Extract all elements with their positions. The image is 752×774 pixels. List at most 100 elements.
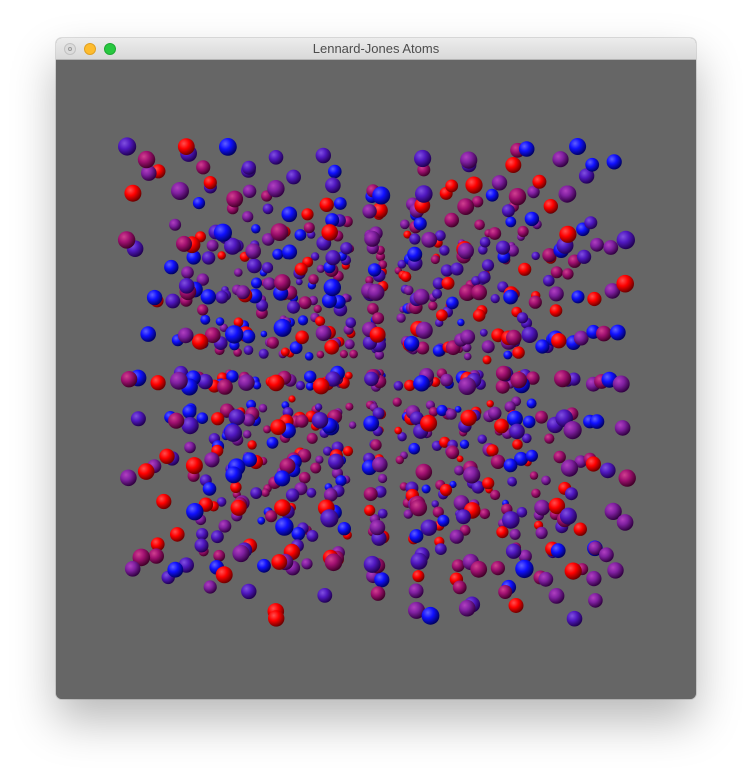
atom-sphere [434, 230, 446, 242]
close-button[interactable] [64, 43, 76, 55]
atom-sphere [306, 487, 317, 498]
atom-sphere [503, 458, 518, 473]
atom-sphere [421, 231, 438, 248]
atom-sphere [563, 421, 582, 440]
atom-sphere [421, 606, 440, 625]
atom-sphere [541, 475, 551, 486]
atom-sphere [286, 169, 301, 185]
window-title: Lennard-Jones Atoms [312, 41, 440, 56]
atom-sphere [472, 309, 486, 322]
atom-sphere [308, 274, 319, 285]
atom-sphere [587, 291, 602, 307]
atom-sphere [226, 190, 244, 208]
atom-sphere [372, 186, 391, 205]
atom-sphere [571, 290, 585, 304]
atom-sphere [268, 610, 285, 627]
zoom-button[interactable] [104, 43, 116, 55]
atom-sphere [314, 403, 323, 411]
atom-sphere [588, 593, 603, 608]
atom-sphere [120, 371, 138, 388]
atom-sphere [430, 255, 440, 265]
atom-sphere [196, 412, 209, 425]
atom-sphere [202, 482, 217, 496]
atom-sphere [618, 469, 636, 487]
atom-sphere [365, 276, 374, 285]
atom-sphere [165, 293, 181, 309]
atom-sphere [452, 580, 467, 595]
atom-sphere [514, 451, 529, 466]
atom-sphere [294, 262, 308, 276]
atom-sphere [219, 323, 228, 332]
atom-scene[interactable] [56, 60, 696, 699]
atom-sphere [457, 198, 475, 216]
3d-viewport[interactable] [56, 60, 696, 699]
atom-sphere [407, 246, 423, 262]
atom-sphere [465, 176, 483, 194]
atom-sphere [325, 371, 341, 387]
atom-sphere [569, 138, 587, 155]
atom-sphere [377, 508, 388, 519]
atom-sphere [374, 350, 385, 360]
atom-sphere [238, 374, 255, 391]
atom-sphere [559, 225, 577, 243]
atom-sphere [439, 245, 450, 256]
atom-sphere [344, 371, 353, 380]
atom-sphere [335, 475, 347, 487]
atom-sphere [486, 400, 494, 408]
atom-sphere [204, 327, 221, 344]
atom-sphere [325, 177, 341, 194]
atom-sphere [315, 455, 324, 464]
atom-sphere [170, 527, 185, 542]
atom-sphere [298, 471, 311, 484]
atom-sphere [305, 381, 315, 391]
atom-sphere [503, 289, 518, 305]
atom-sphere [403, 335, 420, 352]
app-window: Lennard-Jones Atoms [56, 38, 696, 699]
atom-sphere [596, 325, 612, 342]
atom-sphere [457, 242, 474, 260]
atom-sphere [369, 326, 386, 343]
atom-sphere [534, 499, 550, 516]
atom-sphere [281, 206, 298, 223]
atom-sphere [577, 249, 592, 264]
atom-sphere [215, 566, 233, 584]
atom-sphere [459, 439, 470, 449]
minimize-button[interactable] [84, 43, 96, 55]
atom-sphere [504, 401, 516, 413]
atom-sphere [516, 312, 529, 324]
atom-sphere [304, 370, 317, 383]
title-bar[interactable]: Lennard-Jones Atoms [56, 38, 696, 60]
atom-sphere [137, 150, 156, 169]
atom-sphere [449, 529, 464, 544]
atom-sphere [211, 412, 225, 426]
atom-sphere [262, 277, 276, 291]
atom-sphere [217, 251, 226, 260]
atom-sphere [481, 340, 495, 354]
atom-sphere [225, 466, 243, 484]
atom-sphere [508, 598, 524, 613]
atom-sphere [518, 262, 532, 276]
atom-sphere [585, 456, 602, 472]
atom-sphere [323, 278, 341, 297]
atom-sphere [241, 583, 257, 600]
atom-sphere [242, 211, 254, 223]
atom-sphere [604, 502, 622, 520]
atom-sphere [529, 471, 539, 480]
atom-sphere [363, 415, 380, 432]
atom-sphere [454, 406, 462, 413]
atom-sphere [217, 379, 233, 395]
atom-sphere [498, 585, 513, 599]
atom-sphere [297, 315, 309, 326]
atom-sphere [488, 227, 502, 240]
atom-sphere [490, 489, 501, 501]
atom-sphere [323, 446, 333, 456]
atom-sphere [553, 450, 566, 464]
atom-sphere [275, 517, 294, 536]
atom-sphere [543, 199, 558, 214]
atom-sphere [616, 274, 634, 293]
atom-sphere [159, 448, 175, 464]
atom-sphere [450, 262, 464, 276]
atom-sphere [531, 488, 541, 498]
atom-sphere [291, 527, 306, 541]
atom-sphere [252, 381, 262, 390]
